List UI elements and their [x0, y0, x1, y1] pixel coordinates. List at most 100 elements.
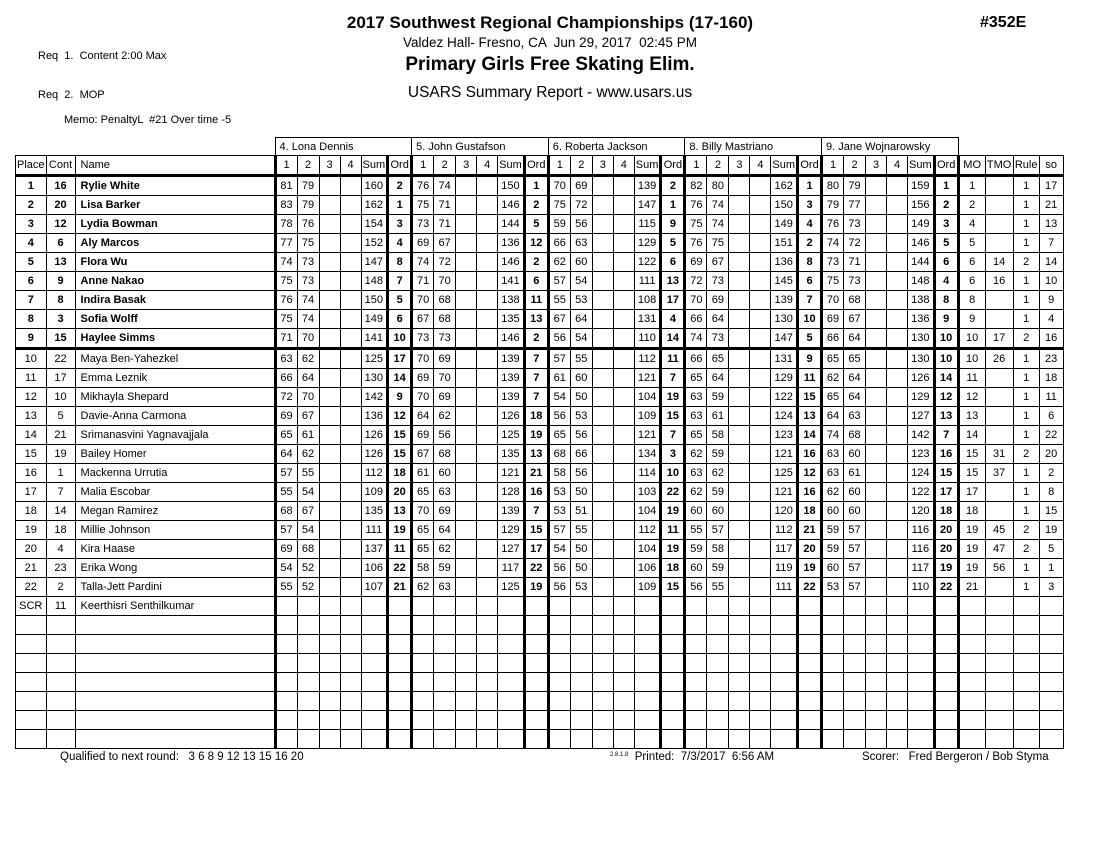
cell-score-2 — [296, 729, 320, 749]
cell-so: 9 — [1038, 290, 1064, 310]
cell-ord: 1 — [522, 175, 550, 196]
cell-rule — [1012, 653, 1040, 673]
cell-score-2: 59 — [433, 558, 457, 578]
cell-so: 21 — [1038, 195, 1064, 215]
cell-score-2: 62 — [296, 444, 320, 464]
cell-sum — [497, 653, 525, 673]
cell-mo: 21 — [956, 577, 986, 597]
result-row: 19 18 Millie Johnson 57 54 111 19 65 64 129 15 57 55… — [15, 520, 1064, 540]
cell-score-1: 72 — [273, 387, 298, 407]
result-row: 9 15 Haylee Simms 71 70 141 10 73 73 146 2 56 54 110 1… — [15, 328, 1064, 350]
cell-score-3 — [591, 214, 614, 234]
cell-score-1: 54 — [546, 539, 571, 559]
cell-score-4 — [749, 328, 772, 350]
cell-tmo — [984, 577, 1014, 597]
cell-score-3 — [728, 729, 751, 749]
cell-sum: 142 — [360, 387, 389, 407]
cell-score-2: 73 — [706, 271, 730, 291]
cell-ord: 18 — [659, 558, 687, 578]
cell-tmo: 37 — [984, 463, 1014, 483]
cell-score-1: 63 — [820, 444, 845, 464]
cell-ord — [932, 596, 960, 616]
cell-cont: 23 — [45, 558, 76, 578]
cell-score-4 — [749, 406, 772, 426]
cell-sum: 117 — [497, 558, 525, 578]
column-header-score: 3 — [865, 155, 888, 177]
cell-score-4 — [886, 710, 909, 730]
result-row: 13 5 Davie-Anna Carmona 69 67 136 12 64 62 126 18 5… — [15, 406, 1064, 426]
cell-sum: 125 — [497, 425, 525, 445]
cell-mo: 8 — [956, 290, 986, 310]
cell-place: 17 — [15, 482, 47, 502]
cell-score-1: 66 — [683, 309, 708, 329]
cell-score-1: 57 — [546, 348, 571, 369]
cell-score-3 — [455, 501, 478, 521]
cell-sum: 129 — [497, 520, 525, 540]
cell-name: Flora Wu — [74, 252, 276, 272]
report-type-line: USARS Summary Report - www.usars.us — [407, 84, 693, 101]
cell-score-4 — [749, 558, 772, 578]
cell-sum: 144 — [497, 214, 525, 234]
cell-score-2: 57 — [843, 558, 867, 578]
cell-score-3 — [728, 252, 751, 272]
cell-score-2: 53 — [569, 406, 593, 426]
empty-row — [15, 672, 1064, 692]
cell-score-2 — [569, 729, 593, 749]
cell-ord — [522, 691, 550, 711]
cell-tmo: 45 — [984, 520, 1014, 540]
result-row: 15 19 Bailey Homer 64 62 126 15 67 68 135 13 68 66 13… — [15, 444, 1064, 464]
requirement-line-2: Req 2. MOP — [38, 89, 105, 101]
cell-score-3 — [591, 368, 614, 388]
cell-mo: 14 — [956, 425, 986, 445]
cell-name — [74, 710, 276, 730]
cell-score-2: 61 — [843, 463, 867, 483]
cell-score-4 — [476, 271, 499, 291]
cell-score-1: 76 — [273, 290, 298, 310]
cell-score-1 — [820, 710, 845, 730]
cell-place: 12 — [15, 387, 47, 407]
cell-sum: 122 — [907, 482, 935, 502]
cell-score-2 — [706, 653, 730, 673]
cell-score-4 — [476, 539, 499, 559]
cell-sum — [907, 729, 935, 749]
cell-score-4 — [886, 577, 909, 597]
software-version: 2.8.1.8 — [610, 752, 629, 758]
cell-mo: 15 — [956, 444, 986, 464]
cell-rule: 1 — [1012, 195, 1040, 215]
cell-sum — [497, 634, 525, 654]
cell-ord: 21 — [796, 520, 824, 540]
cell-ord: 6 — [932, 252, 960, 272]
cell-score-1: 72 — [683, 271, 708, 291]
cell-score-1 — [820, 672, 845, 692]
cell-ord — [796, 691, 824, 711]
cell-so — [1038, 710, 1064, 730]
scorer-line: Scorer: Fred Bergeron / Bob Styma — [862, 751, 1049, 763]
cell-name: Lydia Bowman — [74, 214, 276, 234]
cell-score-4 — [886, 596, 909, 616]
cell-score-1: 53 — [546, 501, 571, 521]
cell-score-2 — [296, 653, 320, 673]
cell-score-4 — [476, 482, 499, 502]
cell-score-1 — [546, 596, 571, 616]
cell-ord: 5 — [932, 233, 960, 253]
cell-score-1 — [820, 653, 845, 673]
cell-sum: 116 — [907, 539, 935, 559]
cell-sum: 137 — [360, 539, 389, 559]
cell-ord — [932, 615, 960, 635]
cell-sum: 135 — [360, 501, 389, 521]
column-header-score: 1 — [410, 155, 435, 177]
cell-score-2: 68 — [296, 539, 320, 559]
cell-score-1 — [546, 729, 571, 749]
cell-score-1: 68 — [546, 444, 571, 464]
cell-sum — [360, 691, 389, 711]
cell-score-3 — [318, 214, 341, 234]
cell-mo: 2 — [956, 195, 986, 215]
column-header-tmo: TMO — [984, 155, 1014, 177]
cell-score-1: 65 — [410, 482, 435, 502]
cell-place — [15, 729, 47, 749]
cell-name — [74, 653, 276, 673]
cell-score-4 — [612, 387, 635, 407]
cell-mo — [956, 653, 986, 673]
cell-score-3 — [455, 444, 478, 464]
cell-score-2: 69 — [433, 387, 457, 407]
